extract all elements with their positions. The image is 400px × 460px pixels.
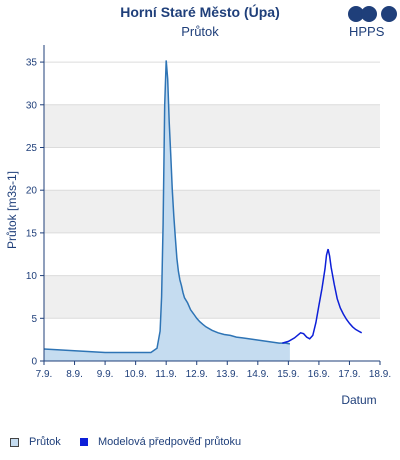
- hpps-logo-icon: [348, 6, 397, 22]
- y-axis-label: Průtok [m3s-1]: [5, 171, 19, 249]
- y-tick-label: 35: [26, 58, 38, 69]
- observed-flow-line: [43, 60, 291, 354]
- x-tick-label: 11.9.: [155, 369, 177, 380]
- x-tick-label: 13.9.: [216, 369, 238, 380]
- legend-swatch-model: [80, 438, 88, 446]
- x-tick-label: 14.9.: [247, 369, 269, 380]
- legend-label-observed: Průtok: [29, 436, 61, 448]
- legend-label-model: Modelová předpověď průtoku: [98, 436, 242, 448]
- x-tick-label: 16.9.: [308, 369, 330, 380]
- grid-band: [44, 190, 380, 233]
- grid-band: [44, 104, 380, 148]
- x-tick-label: 8.9.: [66, 369, 83, 380]
- grid-band: [44, 275, 380, 319]
- y-tick-label: 25: [26, 143, 38, 154]
- x-tick-label: 9.9.: [97, 369, 114, 380]
- y-tick-label: 0: [31, 357, 37, 368]
- x-tick-label: 17.9.: [338, 369, 360, 380]
- x-tick-label: 7.9.: [36, 369, 53, 380]
- y-tick-label: 30: [26, 100, 38, 111]
- x-tick-label: 18.9.: [369, 369, 391, 380]
- x-tick-label: 15.9.: [277, 369, 299, 380]
- x-axis-label: Datum: [341, 393, 376, 407]
- chart-title: Horní Staré Město (Úpa): [120, 4, 280, 20]
- flow-chart: 0 5 10 15 20 25 30 35 7.9. 8.9. 9.9. 10.9. 11.9. 12.…: [5, 45, 391, 407]
- y-tick-label: 20: [26, 186, 38, 197]
- y-tick-label: 10: [26, 271, 38, 282]
- legend-item-observed[interactable]: Průtok: [10, 436, 61, 448]
- x-tick-label: 12.9.: [186, 369, 208, 380]
- y-tick-label: 5: [31, 314, 37, 325]
- legend-swatch-observed: [10, 437, 19, 447]
- logo-text: HPPS: [349, 24, 385, 39]
- model-forecast-line: [282, 248, 363, 344]
- y-tick-label: 15: [26, 228, 38, 239]
- legend-item-model[interactable]: Modelová předpověď průtoku: [80, 436, 241, 448]
- x-tick-label: 10.9.: [125, 369, 147, 380]
- observed-flow-area: [44, 60, 290, 362]
- chart-subtitle: Průtok: [181, 24, 219, 39]
